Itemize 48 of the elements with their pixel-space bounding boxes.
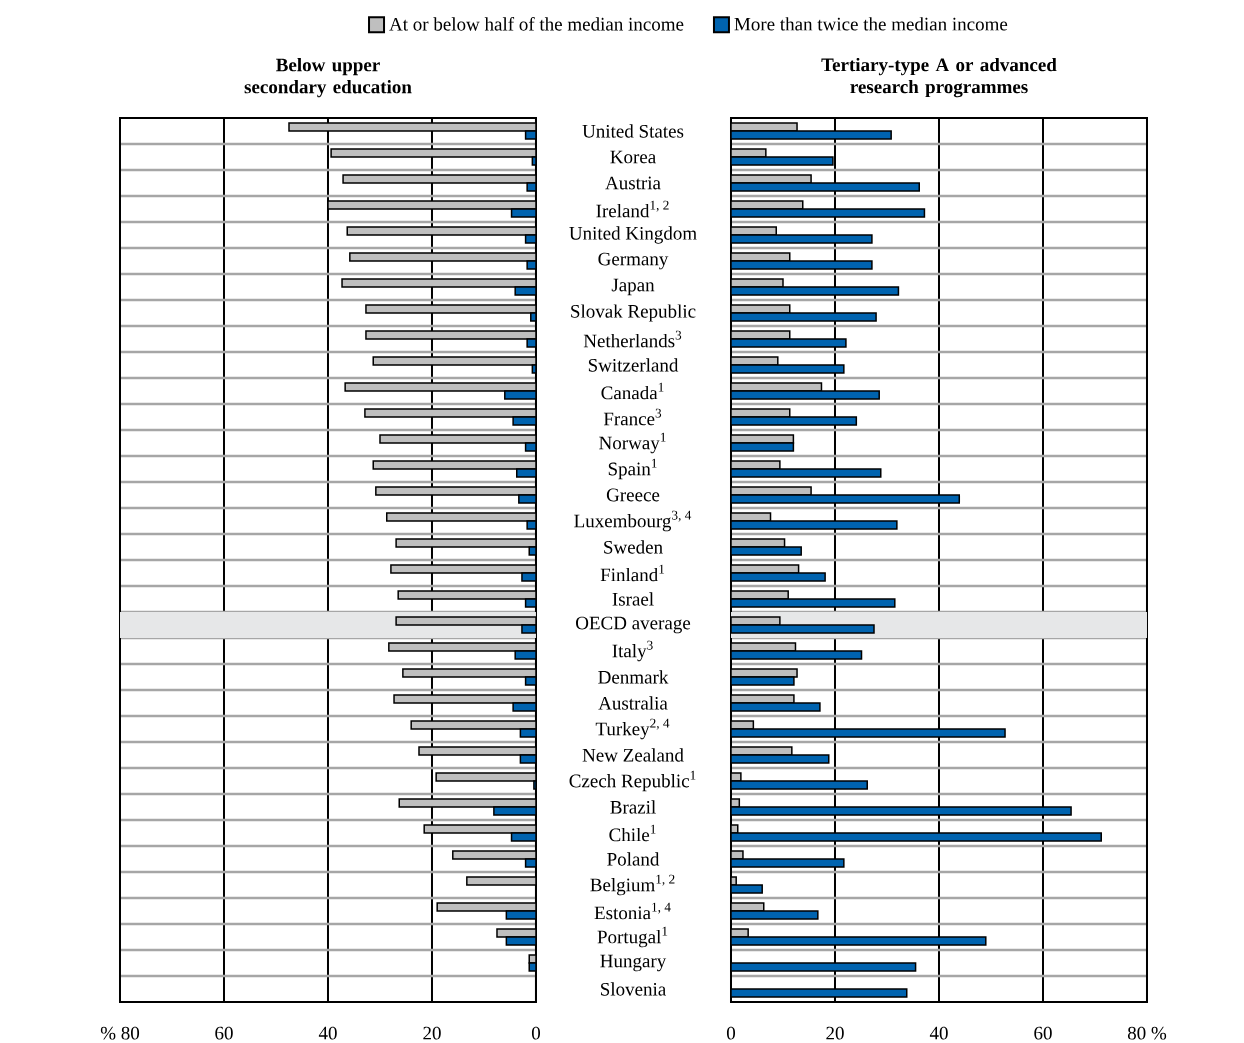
y-tick-label: Italy$^{3}$ xyxy=(612,640,653,662)
y-tick-label: Germany xyxy=(598,252,669,270)
y-tick-label: Korea xyxy=(610,150,656,164)
y-tick-label: Spain$^{1}$ xyxy=(608,458,657,480)
y-tick-label: Belgium$^{1, 2}$ xyxy=(590,874,675,896)
y-tick-label: Switzerland xyxy=(588,358,679,372)
y-tick-label: Greece xyxy=(606,488,660,502)
y-tick-label: France$^{3}$ xyxy=(603,408,662,426)
y-tick-label: Chile$^{1}$ xyxy=(609,824,656,842)
y-tick-label: Czech Republic$^{1}$ xyxy=(569,770,696,792)
y-tick-label: Japan xyxy=(611,278,655,296)
y-tick-label: Slovenia xyxy=(601,982,667,996)
x-tick-label: 40 xyxy=(929,1026,948,1040)
y-tick-label: Poland xyxy=(607,852,660,866)
y-tick-label: Brazil xyxy=(610,800,656,814)
y-tick-label: Slovak Republic xyxy=(571,304,696,322)
x-tick-label: 0 xyxy=(531,1026,541,1040)
x-tick-label: 0 xyxy=(726,1026,736,1040)
y-tick-label: Austria xyxy=(605,176,661,190)
y-tick-label: Estonia$^{1, 4}$ xyxy=(594,902,671,920)
x-tick-label: 40 xyxy=(318,1026,337,1040)
chart-title: Below upper secondary education xyxy=(244,58,412,98)
y-tick-label: Portugal$^{1}$ xyxy=(597,926,668,948)
y-tick-label: Norway$^{1}$ xyxy=(599,432,666,454)
y-tick-label: New Zealand xyxy=(582,748,684,762)
x-tick-label: 60 xyxy=(215,1026,233,1040)
y-tick-label: Netherlands$^{3}$ xyxy=(583,330,682,348)
y-tick-label: Australia xyxy=(598,696,668,710)
y-tick-label: Hungary xyxy=(600,954,667,972)
y-tick-label: Canada$^{1}$ xyxy=(601,382,664,400)
x-tick-label: 20 xyxy=(423,1026,441,1040)
y-tick-label: Sweden xyxy=(604,540,663,554)
y-tick-label: Finland$^{1}$ xyxy=(600,564,665,582)
y-tick-label: United Kingdom xyxy=(569,226,697,244)
chart-title: Tertiary-type A or advanced research programmes xyxy=(821,57,1057,98)
x-tick-label: 80 % xyxy=(1127,1026,1167,1040)
y-tick-label: Ireland$^{1, 2}$ xyxy=(596,200,669,218)
y-tick-label: Denmark xyxy=(598,670,669,684)
legend-label: More than twice the median income xyxy=(734,17,1008,31)
y-tick-label: Luxembourg$^{3, 4}$ xyxy=(574,510,692,532)
x-tick-label: 60 xyxy=(1034,1026,1052,1040)
x-tick-label: % 80 xyxy=(100,1026,140,1040)
legend-label: At or below half of the median income xyxy=(389,17,684,31)
y-tick-label: Turkey$^{2, 4}$ xyxy=(595,718,670,740)
x-tick-label: 20 xyxy=(826,1026,844,1040)
y-tick-label: Israel xyxy=(612,592,654,606)
y-tick-label: OECD average xyxy=(576,616,691,634)
y-tick-label: United States xyxy=(582,124,684,138)
